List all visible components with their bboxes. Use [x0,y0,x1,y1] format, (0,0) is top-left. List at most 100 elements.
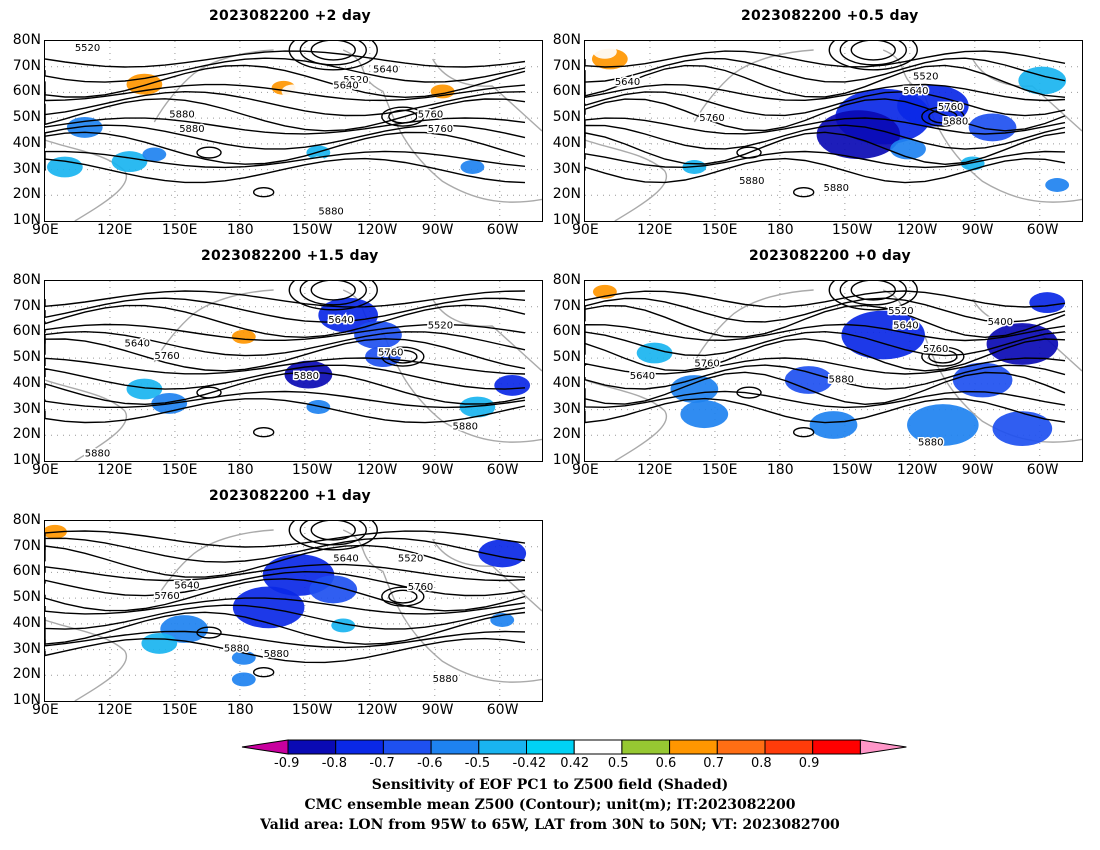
colorbar-tick-label: 0.7 [703,756,724,771]
z500-contour [585,357,1066,375]
sensitivity-shading [992,411,1053,446]
lat-tick-label: 30N [12,160,41,177]
sensitivity-shading [1029,292,1066,314]
z500-contour [585,64,1066,98]
lat-tick-label: 80N [552,32,581,48]
contour-label: 5640 [333,81,358,92]
z500-contour [45,364,526,390]
z500-closed-contour [299,41,367,66]
z500-closed-contour [839,281,907,306]
contour-label: 5520 [428,321,453,332]
lat-tick-label: 40N [552,374,581,391]
z500-contour [585,338,1066,372]
lat-tick-label: 10N [12,692,41,708]
contour-label: 5760 [418,109,443,120]
contour-label: 5880 [433,674,458,685]
z500-closed-contour [792,426,815,438]
coastline [585,139,668,221]
colorbar-tick-label: -0.7 [369,756,395,771]
colorbar-swatch [764,739,814,755]
contour-label: 5880 [824,183,849,194]
colorbar-left-arrow [241,739,289,755]
lon-tick-label: 150E [161,222,198,238]
map-frame: 5520 5640 5520 5640 5760 5880 5760 5880 5880 [44,40,543,222]
lat-tick-label: 70N [12,537,41,554]
map-svg: 5640 5640 5520 5760 5760 5880 5880 5880 [45,281,542,461]
sensitivity-shading [460,160,485,174]
contour-label: 5880 [179,124,204,135]
caption-line-1: Sensitivity of EOF PC1 to Z500 field (Sh… [371,777,729,793]
lon-tick-label: 150W [831,222,873,238]
z500-closed-contour [252,426,275,438]
z500-contour [45,530,526,548]
sensitivity-shading [784,366,833,394]
z500-contour [45,150,526,169]
contour-label: 5880 [918,438,943,449]
contour-label: 5760 [428,124,453,135]
panel-title: 2023082200 +1 day [209,488,371,504]
z500-contour [45,611,526,645]
z500-closed-contour [288,521,378,551]
lon-tick-label: 150W [291,462,333,478]
panel-title: 2023082200 +0.5 day [741,8,919,24]
z500-contour [45,290,526,308]
lat-tick-label: 80N [552,272,581,288]
lon-tick-label: 120E [636,222,673,238]
sensitivity-shading [142,147,167,162]
lon-tick-label: 150E [161,702,198,718]
sensitivity-shading [986,323,1059,365]
lon-tick-label: 90W [961,222,994,238]
z500-closed-contour [299,521,367,546]
z500-closed-contour [196,146,222,159]
z500-closed-contour [381,346,425,367]
z500-contour [585,364,1066,390]
coastline [693,289,814,363]
lat-tick-label: 80N [12,272,41,288]
lat-tick-label: 70N [12,297,41,314]
contour-label: 5640 [174,580,199,591]
z500-contour [45,124,526,150]
z500-contour [585,57,1066,83]
z500-contour [585,98,1066,132]
z500-contour [585,323,1066,342]
sensitivity-shading [309,575,358,604]
z500-closed-contour [381,586,425,607]
z500-contour [45,90,526,117]
sensitivity-shading [968,113,1017,142]
sensitivity-shading [1018,66,1067,95]
colorbar-swatch [382,739,432,755]
colorbar-tick-label: 0.9 [798,756,820,771]
contour-label: 5880 [943,117,968,128]
sensitivity-shading [897,84,969,127]
contour-label: 5640 [333,553,358,564]
z500-contour [45,131,526,165]
contour-label: 5880 [224,643,249,654]
lon-tick-label: 150E [161,462,198,478]
map-frame: 5520 5640 5400 5760 5760 5640 5880 5880 [584,280,1083,462]
sensitivity-shading [126,73,163,95]
colorbar-right-arrow [859,739,907,755]
z500-contour [585,304,1066,339]
z500-contour [45,570,526,597]
lat-tick-label: 30N [552,400,581,417]
sensitivity-shading [1045,178,1070,192]
z500-contour [45,630,526,649]
z500-contour [585,290,1066,308]
z500-closed-contour [839,41,907,66]
z500-contour [45,371,526,406]
lat-tick-label: 20N [12,426,41,443]
coastline [153,49,274,123]
coastline [342,49,542,203]
lon-tick-label: 120E [96,222,133,238]
contour-label: 5880 [294,371,319,382]
z500-contour [585,330,1066,357]
map-svg: 5520 5640 5400 5760 5760 5640 5880 5880 [585,281,1082,461]
lon-tick-label: 90E [32,702,59,718]
z500-contour [585,150,1066,169]
contour-label: 5760 [154,351,179,362]
z500-closed-contour [381,106,425,127]
contour-label: 5520 [75,43,100,54]
contour-label: 5880 [453,421,478,432]
lon-tick-label: 120E [96,702,133,718]
contour-label: 5760 [154,591,179,602]
